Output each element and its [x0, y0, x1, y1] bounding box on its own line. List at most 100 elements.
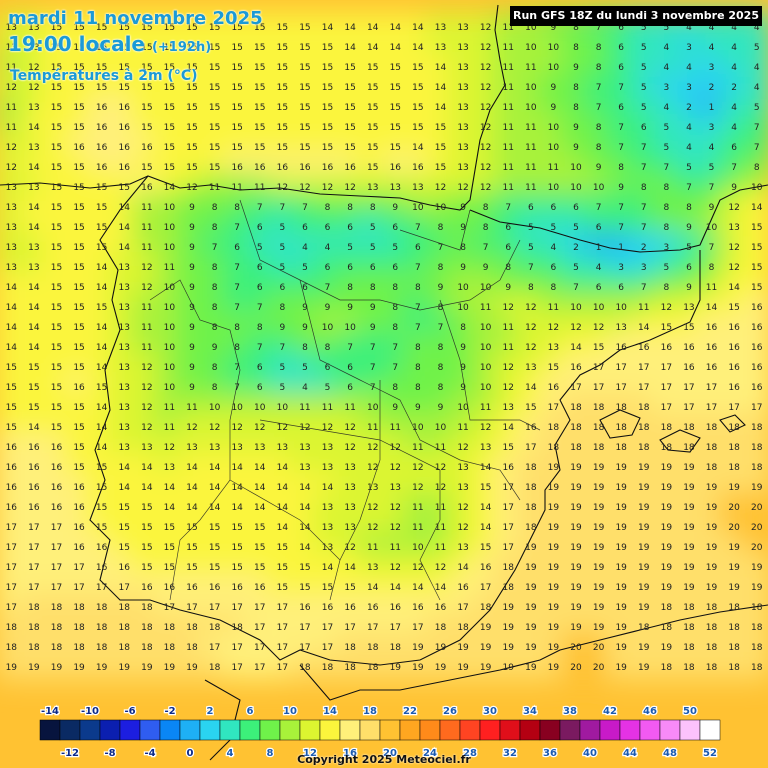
temperature-value: 17 — [728, 403, 739, 413]
temperature-value: 7 — [663, 163, 669, 173]
temperature-value: 10 — [548, 143, 560, 153]
temperature-value: 7 — [234, 383, 240, 393]
temperature-value: 10 — [164, 323, 176, 333]
temperature-value: 9 — [460, 383, 466, 393]
temperature-value: 8 — [663, 183, 669, 193]
temperature-value: 3 — [641, 263, 647, 273]
temperature-value: 18 — [751, 443, 763, 453]
temperature-value: 12 — [141, 263, 152, 273]
temperature-value: 14 — [28, 123, 40, 133]
temperature-value: 10 — [164, 363, 176, 373]
legend-swatch — [99, 719, 121, 741]
temperature-value: 17 — [6, 563, 17, 573]
temperature-value: 13 — [28, 243, 39, 253]
temperature-value: 12 — [390, 463, 401, 473]
temperature-value: 15 — [73, 463, 84, 473]
temperature-value: 12 — [254, 423, 265, 433]
temperature-value: 16 — [706, 323, 718, 333]
temperature-value: 7 — [618, 123, 624, 133]
temperature-value: 15 — [412, 83, 423, 93]
temperature-value: 13 — [6, 243, 17, 253]
temperature-value: 9 — [551, 103, 557, 113]
temperature-value: 9 — [302, 323, 308, 333]
temperature-value: 11 — [503, 83, 514, 93]
temperature-value: 18 — [661, 443, 673, 453]
legend-tick: 48 — [663, 748, 677, 759]
temperature-value: 16 — [141, 183, 153, 193]
temperature-value: 15 — [186, 83, 197, 93]
temperature-value: 18 — [344, 663, 356, 673]
temperature-value: 9 — [189, 203, 195, 213]
temperature-value: 15 — [186, 543, 197, 553]
temperature-value: 18 — [706, 603, 718, 613]
temperature-value: 8 — [663, 203, 669, 213]
temperature-value: 18 — [728, 603, 740, 613]
temperature-value: 15 — [412, 103, 423, 113]
temperature-value: 13 — [28, 103, 39, 113]
temperature-value: 18 — [548, 423, 560, 433]
temperature-value: 18 — [141, 643, 153, 653]
legend-tick: 40 — [583, 748, 597, 759]
temperature-value: 15 — [186, 43, 197, 53]
temperature-value: 12 — [6, 143, 17, 153]
temperature-value: 13 — [322, 523, 333, 533]
temperature-value: 19 — [638, 503, 650, 513]
temperature-value: 14 — [277, 463, 289, 473]
temperature-value: 11 — [231, 183, 242, 193]
temperature-value: 4 — [325, 243, 331, 253]
temperature-value: 15 — [480, 483, 491, 493]
temperature-value: 8 — [438, 363, 444, 373]
temperature-value: 19 — [615, 583, 627, 593]
temperature-value: 8 — [754, 163, 760, 173]
temperature-value: 18 — [706, 443, 718, 453]
temperature-value: 15 — [73, 83, 84, 93]
temperature-value: 17 — [661, 383, 672, 393]
temperature-value: 16 — [73, 503, 85, 513]
temperature-value: 16 — [661, 343, 673, 353]
temperature-value: 12 — [141, 423, 152, 433]
temperature-value: 8 — [347, 283, 353, 293]
temperature-value: 14 — [28, 323, 40, 333]
temperature-value: 17 — [751, 403, 762, 413]
temperature-value: 12 — [728, 263, 739, 273]
temperature-value: 19 — [503, 623, 515, 633]
temperature-value: 13 — [119, 263, 130, 273]
legend-tick: 20 — [383, 748, 397, 759]
temperature-value: 19 — [548, 563, 560, 573]
temperature-value: 15 — [164, 63, 175, 73]
temperature-value: 15 — [254, 83, 265, 93]
temperature-value: 7 — [415, 303, 421, 313]
temperature-value: 11 — [503, 43, 514, 53]
temperature-value: 9 — [573, 123, 579, 133]
temperature-value: 19 — [548, 663, 560, 673]
temperature-value: 15 — [51, 243, 62, 253]
temperature-value: 16 — [141, 583, 153, 593]
temperature-value: 14 — [209, 503, 221, 513]
temperature-value: 14 — [480, 463, 492, 473]
temperature-value: 14 — [28, 283, 40, 293]
temperature-value: 6 — [347, 383, 353, 393]
temperature-value: 15 — [751, 223, 762, 233]
legend-swatch — [299, 719, 321, 741]
legend-swatch — [679, 719, 701, 741]
temperature-value: 16 — [548, 383, 560, 393]
temperature-value: 18 — [73, 603, 85, 613]
temperature-value: 11 — [164, 423, 175, 433]
temperature-value: 11 — [164, 263, 175, 273]
legend-swatch — [279, 719, 301, 741]
temperature-value: 15 — [322, 63, 333, 73]
temperature-value: 5 — [663, 123, 669, 133]
temperature-value: 17 — [638, 383, 649, 393]
temperature-value: 14 — [412, 143, 424, 153]
temperature-value: 9 — [573, 63, 579, 73]
temperature-value: 10 — [457, 283, 469, 293]
temperature-value: 19 — [683, 583, 695, 593]
temperature-value: 15 — [141, 523, 152, 533]
legend-tick: -8 — [104, 748, 115, 759]
temperature-value: 14 — [435, 103, 447, 113]
temperature-value: 15 — [73, 223, 84, 233]
temperature-value: 8 — [392, 323, 398, 333]
temperature-value: 15 — [231, 123, 242, 133]
temperature-value: 16 — [119, 123, 131, 133]
temperature-value: 17 — [638, 363, 649, 373]
